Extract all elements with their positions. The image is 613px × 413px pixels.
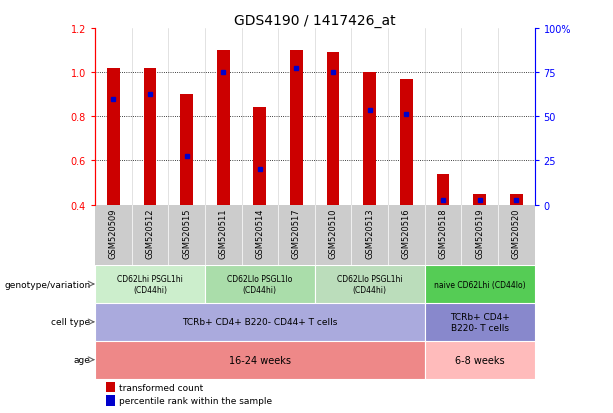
Text: GSM520516: GSM520516 — [402, 208, 411, 259]
Bar — [107, 69, 120, 205]
Text: GSM520515: GSM520515 — [182, 208, 191, 259]
Text: GSM520517: GSM520517 — [292, 208, 301, 259]
Bar — [205, 266, 315, 303]
Bar — [106, 382, 115, 392]
Text: GSM520511: GSM520511 — [219, 208, 227, 259]
Text: 16-24 weeks: 16-24 weeks — [229, 355, 291, 365]
Text: TCRb+ CD4+ B220- CD44+ T cells: TCRb+ CD4+ B220- CD44+ T cells — [182, 318, 338, 327]
Text: GSM520514: GSM520514 — [256, 208, 264, 259]
Bar — [290, 51, 303, 205]
Text: CD62Llo PSGL1hi
(CD44hi): CD62Llo PSGL1hi (CD44hi) — [337, 275, 403, 294]
Text: genotype/variation: genotype/variation — [4, 280, 91, 289]
Bar — [106, 395, 115, 406]
Text: GSM520513: GSM520513 — [365, 208, 374, 259]
Bar — [95, 266, 205, 303]
Text: age: age — [74, 355, 91, 364]
Bar — [425, 341, 535, 379]
Bar — [95, 341, 425, 379]
Bar — [180, 95, 193, 205]
Bar — [436, 174, 449, 205]
Text: CD62Lhi PSGL1hi
(CD44hi): CD62Lhi PSGL1hi (CD44hi) — [117, 275, 183, 294]
Text: percentile rank within the sample: percentile rank within the sample — [119, 396, 272, 405]
Bar — [510, 194, 523, 205]
Bar — [95, 303, 425, 341]
Text: GSM520519: GSM520519 — [475, 208, 484, 259]
Text: 6-8 weeks: 6-8 weeks — [455, 355, 504, 365]
Text: GSM520518: GSM520518 — [438, 208, 447, 259]
Text: transformed count: transformed count — [119, 382, 203, 392]
Text: GSM520510: GSM520510 — [329, 208, 338, 259]
Bar — [253, 108, 266, 205]
Bar — [327, 53, 340, 205]
Text: naive CD62Lhi (CD44lo): naive CD62Lhi (CD44lo) — [434, 280, 525, 289]
Title: GDS4190 / 1417426_at: GDS4190 / 1417426_at — [234, 14, 395, 28]
Bar — [425, 303, 535, 341]
Text: GSM520520: GSM520520 — [512, 208, 520, 259]
Bar — [425, 266, 535, 303]
Text: GSM520512: GSM520512 — [145, 208, 154, 259]
Bar — [364, 73, 376, 205]
Text: cell type: cell type — [51, 318, 91, 327]
Bar — [315, 266, 425, 303]
Text: TCRb+ CD4+
B220- T cells: TCRb+ CD4+ B220- T cells — [450, 312, 509, 332]
Bar — [473, 194, 486, 205]
Text: CD62Llo PSGL1lo
(CD44hi): CD62Llo PSGL1lo (CD44hi) — [227, 275, 292, 294]
Bar — [143, 69, 156, 205]
Bar — [217, 51, 230, 205]
Bar — [400, 80, 413, 205]
Text: GSM520509: GSM520509 — [109, 208, 118, 259]
